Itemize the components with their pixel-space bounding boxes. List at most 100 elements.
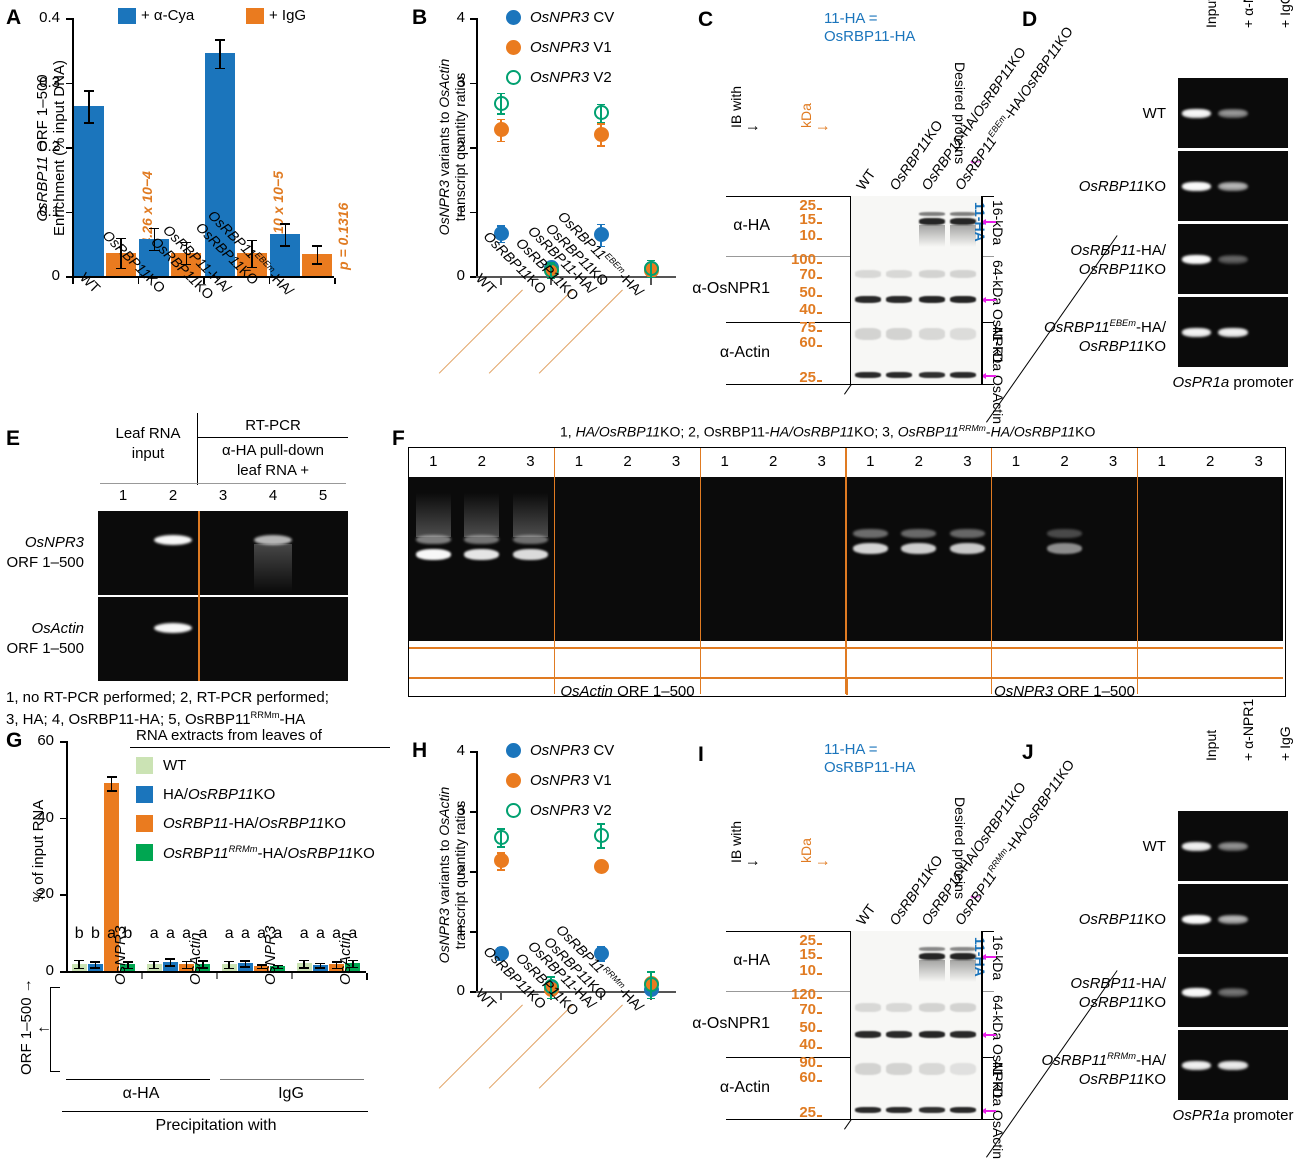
mw-dash: [817, 1065, 822, 1067]
precip-group-label-1: IgG: [278, 1085, 304, 1102]
lane-number-1: 2: [168, 487, 178, 504]
protein-band: [918, 1107, 945, 1113]
panel-label: D: [1022, 8, 1038, 31]
column-header-0: Input: [1203, 729, 1220, 761]
lane-number: 3: [671, 453, 681, 470]
legend-swatch-1: [136, 786, 153, 803]
error-cap-bottom: [547, 277, 555, 280]
error-cap-bottom: [246, 266, 257, 269]
dna-band-core: [1220, 917, 1246, 921]
data-point: [493, 95, 509, 111]
x-axis-label: WT: [472, 270, 500, 297]
dna-band-lower: [1047, 543, 1082, 554]
pulldown-label-2: leaf RNA +: [236, 462, 310, 479]
ladder-strip: [850, 322, 851, 384]
panel-c: C 11-HA = OsRBP11-HA IB with ↓ kDa ↓ Desired pr…: [690, 0, 1118, 424]
lane-label-wrap: OsRBP11-HA/OsRBP11KO: [918, 779, 1029, 928]
error-cap-top: [149, 227, 160, 230]
band-pointer-head: [981, 1031, 986, 1038]
protein-band: [949, 212, 976, 216]
x-tick: [216, 972, 218, 979]
mw-dash: [817, 238, 822, 240]
group-label: Leaf RNA input: [871, 653, 966, 669]
error-cap-top: [115, 237, 126, 240]
rt-pcr-rule: [198, 437, 348, 439]
data-point: [593, 126, 609, 142]
band-smear: [918, 225, 945, 247]
mw-dash: [817, 997, 822, 999]
data-point: [643, 976, 659, 992]
protein-band: [854, 296, 881, 303]
category-label-2: OsNPR3: [261, 925, 279, 985]
mw-marker: 50: [799, 1019, 816, 1036]
error-cap-bottom: [74, 967, 85, 970]
panel-g: G 0 20 40 60 % of input RNA WT HA/OsRBP11KO OsRB…: [0, 705, 410, 1134]
protein-band: [918, 296, 945, 303]
error-cap-top: [331, 961, 342, 963]
protein-band: [949, 953, 976, 960]
protein-band: [918, 328, 945, 340]
error-cap-top: [497, 92, 505, 95]
dna-band-upper: [415, 535, 451, 544]
dna-band: [254, 535, 292, 545]
error-cap-bottom: [597, 245, 605, 248]
panel-label: B: [412, 6, 428, 29]
protein-band: [949, 218, 976, 225]
mw-dash: [817, 1030, 822, 1032]
protein-band: [854, 270, 881, 278]
gel-image: [1178, 1030, 1288, 1100]
blot-image: [850, 931, 982, 991]
x-label-wrap: OsRBP11-HA/OsRBP11KO: [148, 221, 237, 302]
legend-marker-0: [506, 743, 521, 758]
category-label-0: OsNPR3: [111, 925, 129, 985]
error-cap-bottom: [197, 967, 208, 969]
bar: [204, 53, 235, 276]
data-point: [593, 105, 609, 121]
mw-dash: [817, 345, 822, 347]
mw-marker: 60: [799, 334, 816, 351]
ladder-strip: [850, 991, 851, 1057]
precip-rule-main: [62, 1111, 368, 1113]
error-bar: [127, 961, 129, 968]
error-cap-bottom: [331, 967, 342, 970]
lane-number: 2: [477, 453, 486, 470]
error-cap-top: [106, 776, 117, 778]
band-smear: [415, 493, 451, 537]
protein-band: [918, 1003, 945, 1012]
legend-title: RNA extracts from leaves of: [136, 727, 322, 744]
gel-image: [1178, 297, 1288, 367]
sig-letter: a: [332, 925, 342, 942]
error-cap-bottom: [83, 122, 94, 124]
lane-number: 2: [768, 453, 778, 470]
error-cap-bottom: [181, 967, 192, 970]
data-point: [493, 829, 509, 845]
legend-swatch-2: [136, 815, 153, 832]
p-value-label: p = 0.1316: [335, 202, 352, 270]
legend-marker-2: [506, 70, 521, 85]
error-cap-top: [197, 960, 208, 962]
group-separator: [1136, 448, 1139, 694]
data-point: [593, 827, 609, 843]
mw-marker: 40: [799, 1036, 816, 1053]
y-axis: [72, 18, 74, 276]
error-cap-bottom: [106, 790, 117, 792]
legend-swatch-3: [136, 844, 153, 861]
mw-marker: 40: [799, 301, 816, 318]
dna-band-upper: [1047, 529, 1082, 538]
group-label: + IgG: [1192, 653, 1228, 669]
lane-number: 2: [1060, 453, 1069, 470]
error-bar: [153, 227, 155, 250]
dna-band-upper: [852, 529, 888, 538]
data-point: [593, 859, 609, 875]
panel-h: H 0 1 2 3 4 OsNPR3 variants to OsActin transcri…: [410, 705, 690, 1121]
caption-line-1: 1, no RT-PCR performed; 2, RT-PCR perfor…: [6, 689, 329, 706]
legend-swatch-0: [136, 757, 153, 774]
mw-marker: 25: [799, 369, 816, 386]
error-cap-top: [181, 241, 192, 244]
lane-number-4: 5: [318, 487, 328, 504]
bar: [104, 783, 120, 971]
sig-letter: a: [182, 925, 192, 942]
y-tick-label: 4: [456, 9, 465, 26]
y-axis-title: OsNPR3 variants to OsActin transcript qua…: [436, 786, 468, 964]
x-axis: [476, 991, 676, 993]
